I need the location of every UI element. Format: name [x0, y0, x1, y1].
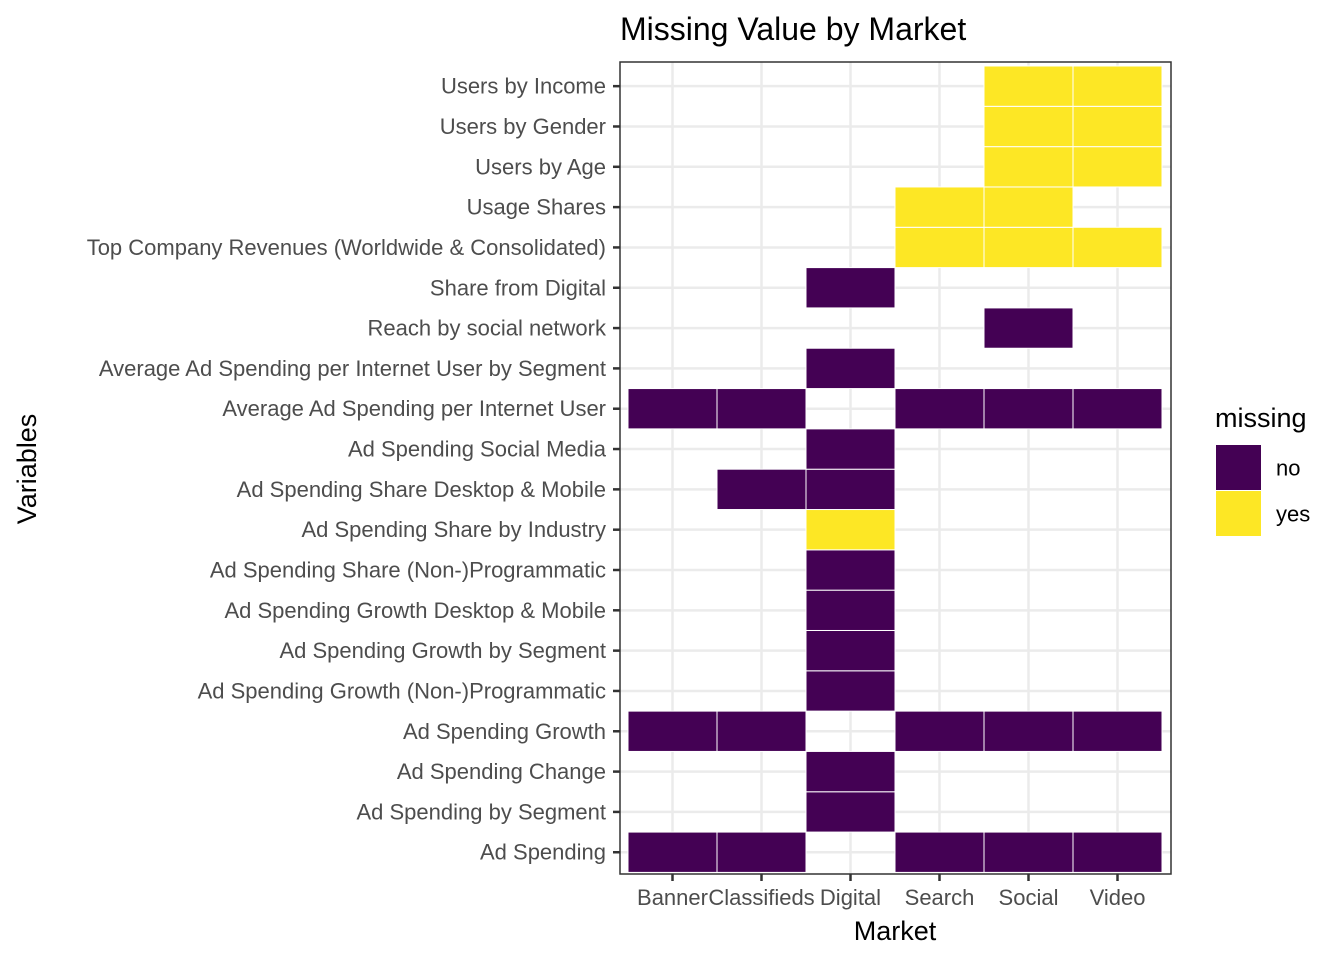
tile-social-average-ad-spending-per-internet-user: [983, 388, 1074, 430]
tile-banner-ad-spending: [627, 831, 718, 873]
x-tick-label-digital: Digital: [820, 885, 881, 910]
heatmap-tiles: [627, 65, 1163, 873]
y-tick-label-ad-spending-share-by-industry: Ad Spending Share by Industry: [301, 517, 606, 542]
y-tick-label-usage-shares: Usage Shares: [467, 195, 606, 220]
tile-social-usage-shares: [983, 186, 1074, 228]
tile-social-top-company-revenues-worldwide-consolidated: [983, 226, 1074, 269]
tile-video-users-by-income: [1072, 65, 1163, 107]
tile-classifieds-average-ad-spending-per-internet-user: [716, 388, 807, 430]
tile-video-ad-spending: [1072, 831, 1163, 873]
tile-digital-ad-spending-social-media: [805, 428, 896, 470]
y-tick-label-ad-spending-growth: Ad Spending Growth: [403, 719, 606, 744]
tile-digital-ad-spending-growth-non-programmatic: [805, 670, 896, 712]
y-tick-label-users-by-gender: Users by Gender: [440, 114, 606, 139]
y-tick-label-ad-spending-growth-non-programmatic: Ad Spending Growth (Non-)Programmatic: [198, 678, 606, 703]
x-tick-label-classifieds: Classifieds: [708, 885, 814, 910]
legend-swatch-no: [1216, 445, 1261, 490]
tile-classifieds-ad-spending-growth: [716, 710, 807, 752]
y-tick-label-share-from-digital: Share from Digital: [430, 275, 606, 300]
tile-social-ad-spending-growth: [983, 710, 1074, 752]
y-tick-label-ad-spending-change: Ad Spending Change: [397, 759, 606, 784]
tile-video-users-by-age: [1072, 146, 1163, 188]
y-tick-label-ad-spending-share-non-programmatic: Ad Spending Share (Non-)Programmatic: [210, 558, 606, 583]
tile-digital-ad-spending-change: [805, 750, 896, 793]
tile-search-usage-shares: [894, 186, 985, 228]
tile-digital-ad-spending-growth-by-segment: [805, 629, 896, 672]
tile-search-ad-spending: [894, 831, 985, 873]
tile-social-users-by-gender: [983, 105, 1074, 148]
tile-video-ad-spending-growth: [1072, 710, 1163, 752]
legend: missing no yes: [1215, 403, 1310, 536]
legend-label-no: no: [1276, 456, 1300, 481]
tile-digital-ad-spending-growth-desktop-mobile: [805, 589, 896, 631]
tile-video-average-ad-spending-per-internet-user: [1072, 388, 1163, 430]
x-tick-label-social: Social: [999, 885, 1059, 910]
legend-title: missing: [1215, 403, 1307, 433]
y-tick-label-users-by-age: Users by Age: [475, 154, 606, 179]
y-tick-label-ad-spending-growth-desktop-mobile: Ad Spending Growth Desktop & Mobile: [224, 598, 606, 623]
y-axis-ticks: Ad Spending Ad Spending by Segment Ad Spen…: [87, 74, 620, 865]
y-tick-label-average-ad-spending-per-internet-user: Average Ad Spending per Internet User: [222, 396, 606, 421]
y-tick-label-top-company-revenues-worldwide-consolidated: Top Company Revenues (Worldwide & Consol…: [87, 235, 606, 260]
tile-digital-average-ad-spending-per-internet-user-by-segment: [805, 347, 896, 390]
tile-banner-average-ad-spending-per-internet-user: [627, 388, 718, 430]
tile-video-users-by-gender: [1072, 105, 1163, 148]
tile-digital-ad-spending-share-non-programmatic: [805, 549, 896, 591]
panel-border: [619, 61, 1172, 875]
chart-title: Missing Value by Market: [620, 11, 966, 47]
y-tick-label-ad-spending-growth-by-segment: Ad Spending Growth by Segment: [279, 638, 606, 663]
legend-swatch-yes: [1216, 491, 1261, 536]
tile-social-reach-by-social-network: [983, 307, 1074, 349]
tile-digital-ad-spending-by-segment: [805, 791, 896, 833]
tile-search-ad-spending-growth: [894, 710, 985, 752]
tile-social-users-by-income: [983, 65, 1074, 107]
tile-social-users-by-age: [983, 146, 1074, 188]
y-tick-label-users-by-income: Users by Income: [441, 74, 606, 99]
x-axis-title: Market: [854, 916, 937, 946]
tile-classifieds-ad-spending: [716, 831, 807, 873]
tile-classifieds-ad-spending-share-desktop-mobile: [716, 468, 807, 511]
tile-video-top-company-revenues-worldwide-consolidated: [1072, 226, 1163, 269]
y-tick-label-ad-spending-social-media: Ad Spending Social Media: [348, 437, 607, 462]
y-tick-label-ad-spending-share-desktop-mobile: Ad Spending Share Desktop & Mobile: [237, 477, 606, 502]
y-tick-label-ad-spending: Ad Spending: [480, 840, 606, 865]
y-tick-label-ad-spending-by-segment: Ad Spending by Segment: [356, 799, 606, 824]
tile-search-average-ad-spending-per-internet-user: [894, 388, 985, 430]
x-tick-label-banner: Banner: [637, 885, 708, 910]
tile-search-top-company-revenues-worldwide-consolidated: [894, 226, 985, 269]
legend-label-yes: yes: [1276, 502, 1310, 527]
x-axis-ticks: Banner Classifieds Digital Search Social Vide…: [637, 874, 1145, 910]
tile-banner-ad-spending-growth: [627, 710, 718, 752]
y-tick-label-reach-by-social-network: Reach by social network: [368, 316, 607, 341]
x-tick-label-video: Video: [1090, 885, 1146, 910]
y-axis-title: Variables: [12, 414, 42, 525]
y-tick-label-average-ad-spending-per-internet-user-by-segment: Average Ad Spending per Internet User by…: [99, 356, 606, 381]
tile-digital-ad-spending-share-desktop-mobile: [805, 468, 896, 511]
tile-digital-share-from-digital: [805, 267, 896, 309]
tile-digital-ad-spending-share-by-industry: [805, 509, 896, 551]
x-tick-label-search: Search: [905, 885, 975, 910]
tile-social-ad-spending: [983, 831, 1074, 873]
